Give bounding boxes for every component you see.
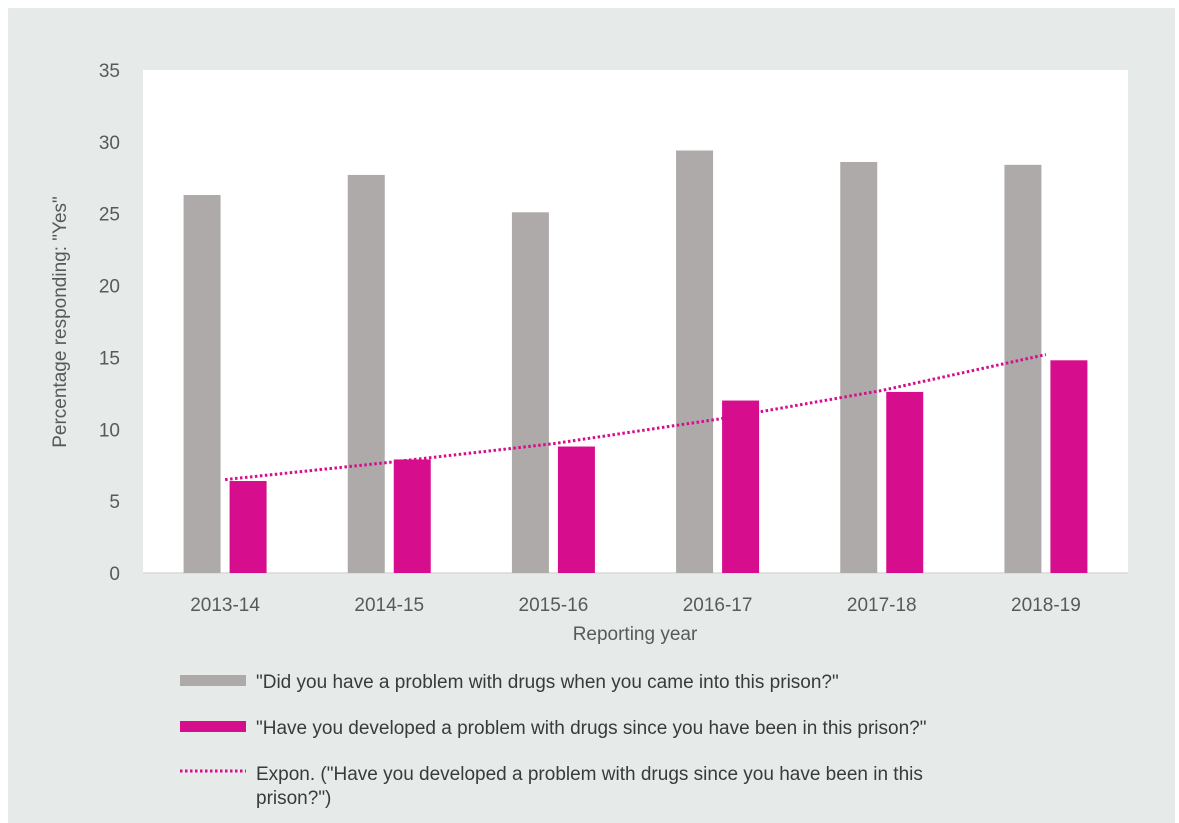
trendline-path	[224, 353, 1047, 482]
legend-label-trendline: Expon. ("Have you developed a problem wi…	[256, 764, 923, 809]
x-tick-label-5: 2018-19	[1011, 595, 1081, 616]
y-tick-label-3: 15	[99, 348, 120, 369]
plot-area	[143, 70, 1128, 573]
y-axis-ticks: 0 5 10 15 20 25 30 35	[99, 61, 120, 585]
bar-series2-2013-14	[229, 481, 267, 573]
bar-series1-2013-14	[183, 195, 221, 573]
legend-swatch-came-in	[180, 675, 246, 686]
legend-label-developed: "Have you developed a problem with drugs…	[256, 718, 926, 739]
y-tick-label-5: 25	[99, 205, 120, 226]
bars	[183, 150, 1088, 574]
x-tick-label-3: 2016-17	[683, 595, 753, 616]
y-tick-label-6: 30	[99, 133, 120, 154]
y-tick-label-7: 35	[99, 61, 120, 82]
x-tick-label-0: 2013-14	[190, 595, 260, 616]
y-tick-label-4: 20	[99, 277, 120, 298]
y-tick-label-2: 10	[99, 420, 120, 441]
x-tick-label-4: 2017-18	[847, 595, 917, 616]
legend-label-came-in: "Did you have a problem with drugs when …	[256, 672, 839, 693]
legend: "Did you have a problem with drugs when …	[180, 672, 926, 809]
bar-series2-2015-16	[557, 446, 595, 573]
bar-series2-2014-15	[393, 459, 431, 573]
bar-series1-2015-16	[511, 212, 549, 573]
bar-series2-2017-18	[886, 391, 924, 573]
legend-swatch-developed	[180, 721, 246, 732]
bar-series1-2016-17	[676, 150, 714, 574]
y-tick-label-0: 0	[109, 564, 120, 585]
bar-series2-2018-19	[1050, 360, 1088, 573]
y-axis-title: Percentage responding: "Yes"	[50, 196, 71, 448]
trendline	[224, 353, 1047, 482]
bar-series1-2017-18	[840, 161, 878, 573]
y-tick-label-1: 5	[109, 492, 120, 513]
bar-series1-2014-15	[347, 174, 385, 573]
bar-series2-2016-17	[722, 400, 760, 573]
x-tick-label-2: 2015-16	[519, 595, 589, 616]
x-axis-ticks: 2013-14 2014-15 2015-16 2016-17 2017-18 2018-…	[190, 595, 1081, 616]
x-tick-label-1: 2014-15	[354, 595, 424, 616]
bar-series1-2018-19	[1004, 164, 1042, 573]
x-axis-title: Reporting year	[573, 624, 698, 645]
